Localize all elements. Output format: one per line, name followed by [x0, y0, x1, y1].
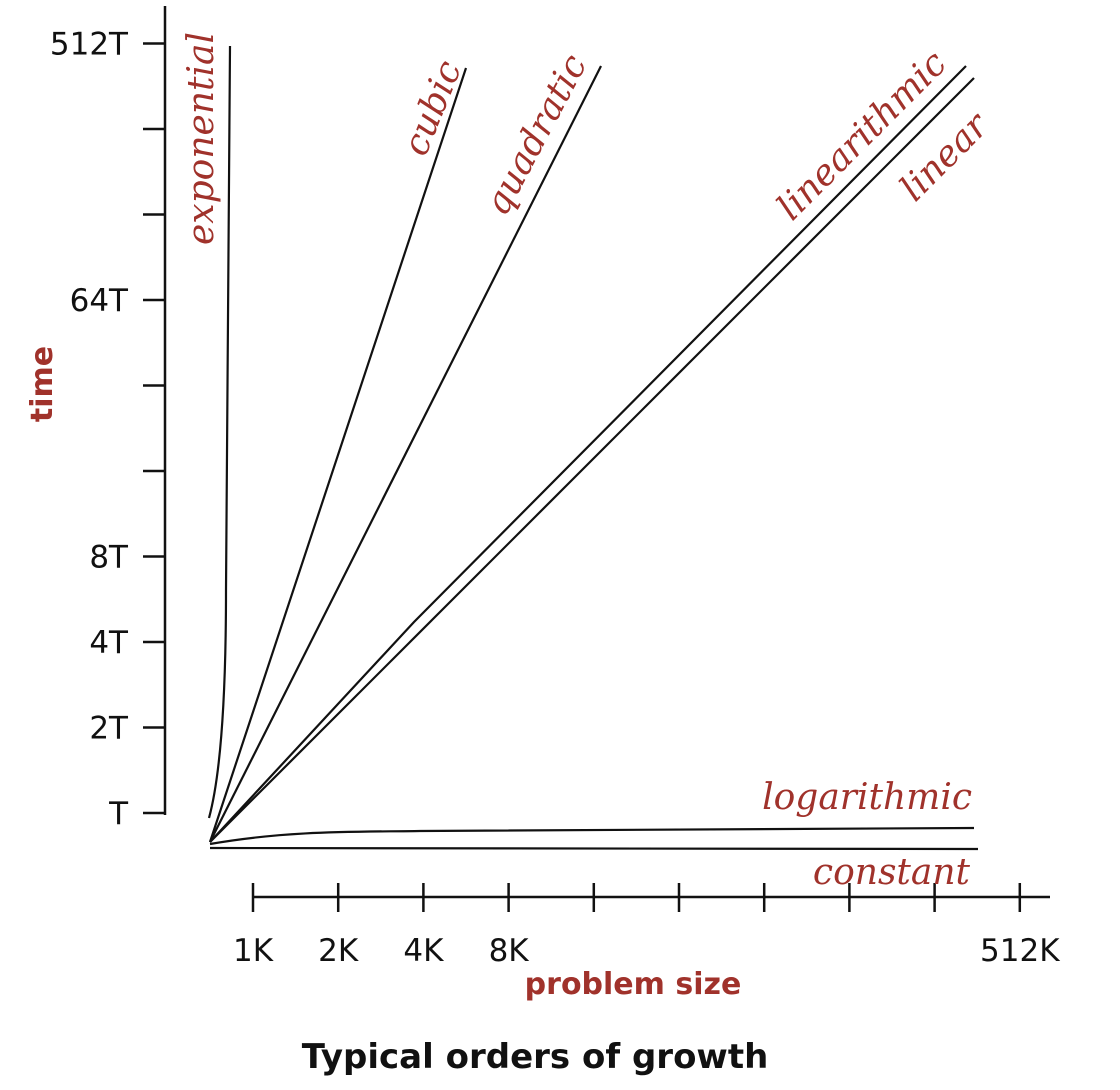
- y-tick-label: 4T: [89, 625, 129, 661]
- y-axis-ticks: T 2T 4T 8T 64T 512T: [50, 27, 165, 832]
- series-label-exponential: exponential: [181, 32, 222, 245]
- y-tick-label: 512T: [50, 27, 129, 63]
- x-tick-label: 2K: [318, 933, 359, 969]
- x-tick-label: 1K: [233, 933, 274, 969]
- x-tick-label: 512K: [980, 933, 1060, 969]
- curve-exponential: [207, 45, 232, 819]
- curve-constant: [209, 846, 979, 851]
- x-axis-ticks: 1K 2K 4K 8K 512K: [233, 883, 1060, 969]
- curve-quadratic: [209, 65, 602, 843]
- series-label-logarithmic: logarithmic: [762, 777, 972, 818]
- y-tick-label: 64T: [70, 283, 129, 319]
- x-axis-title: problem size: [525, 967, 742, 1002]
- curves: [207, 45, 979, 851]
- x-tick-label: 4K: [403, 933, 444, 969]
- curve-linear: [209, 77, 975, 843]
- curve-logarithmic: [209, 826, 975, 846]
- curve-linearithmic: [209, 65, 967, 843]
- y-tick-label: 2T: [89, 711, 129, 747]
- series-label-cubic: cubic: [395, 55, 470, 161]
- series-label-constant: constant: [813, 852, 971, 893]
- curve-cubic: [208, 67, 468, 843]
- x-tick-label: 8K: [489, 933, 530, 969]
- y-axis-title: time: [25, 346, 60, 422]
- chart-caption: Typical orders of growth: [302, 1037, 769, 1077]
- y-tick-label: 8T: [89, 540, 129, 576]
- y-tick-label: T: [108, 796, 129, 832]
- series-label-linear: linear: [892, 104, 997, 209]
